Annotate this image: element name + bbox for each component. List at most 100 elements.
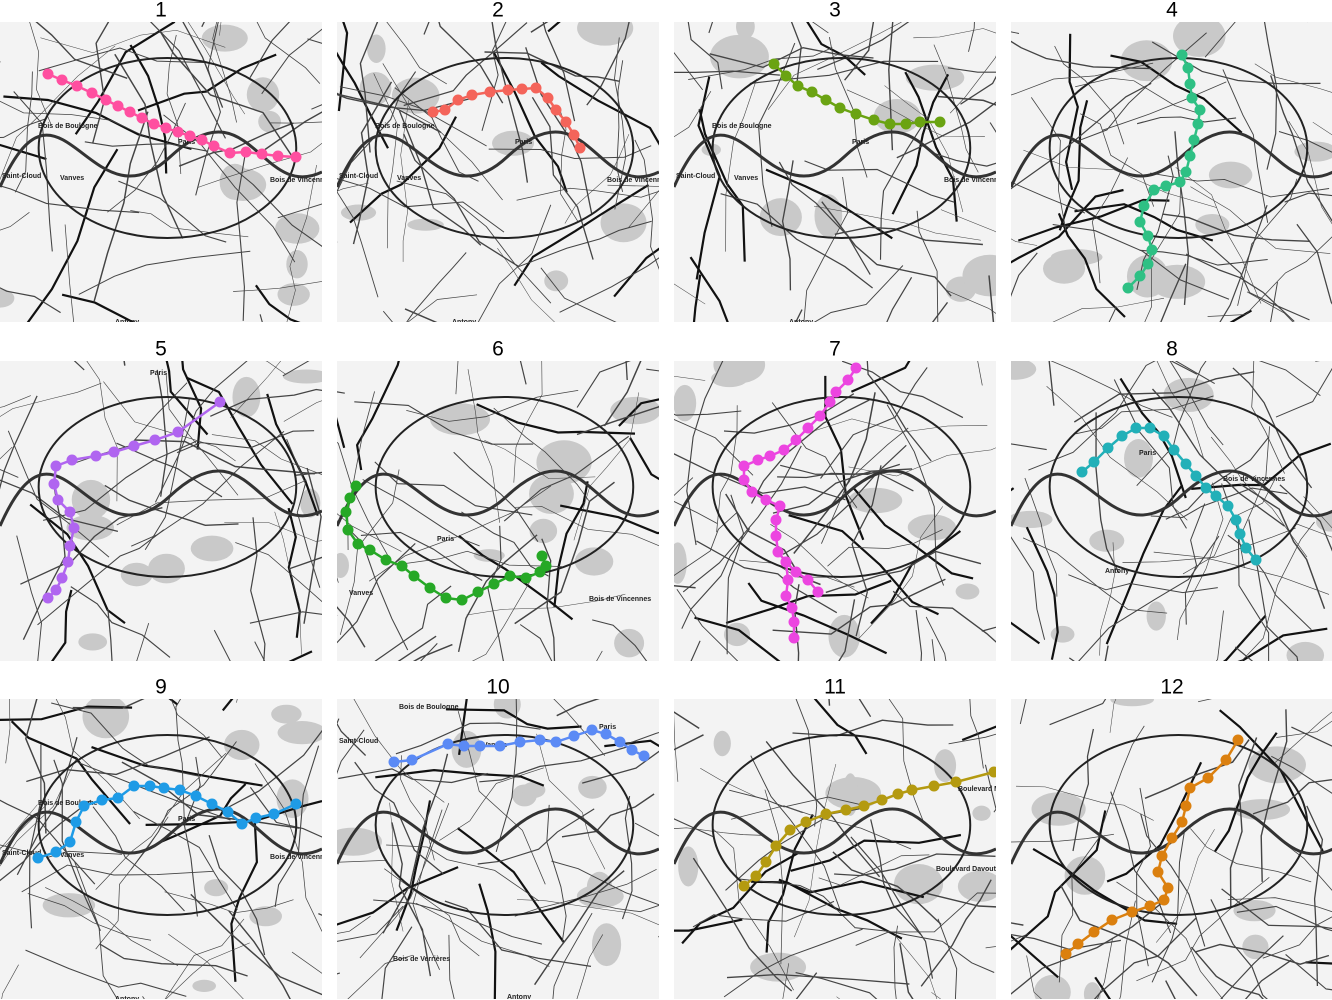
road bbox=[692, 274, 702, 322]
road bbox=[709, 47, 874, 69]
park bbox=[614, 628, 645, 658]
station bbox=[78, 800, 90, 812]
road bbox=[904, 71, 958, 222]
station bbox=[626, 744, 638, 756]
road bbox=[1078, 535, 1220, 661]
road bbox=[894, 934, 938, 999]
park bbox=[736, 22, 755, 39]
station bbox=[550, 104, 562, 116]
place-label: Boulevard Mortier bbox=[958, 786, 1018, 793]
road bbox=[287, 507, 301, 638]
map-panel: Paris Vanves Saint-Cloud Bois de Boulogne Bo… bbox=[0, 676, 322, 999]
road bbox=[674, 91, 712, 138]
road bbox=[1049, 699, 1107, 726]
road bbox=[1095, 412, 1120, 574]
station bbox=[530, 82, 542, 94]
road bbox=[513, 361, 543, 483]
road bbox=[834, 226, 983, 246]
station bbox=[128, 780, 140, 792]
road bbox=[1046, 386, 1188, 521]
road bbox=[51, 702, 199, 777]
road bbox=[1234, 646, 1254, 661]
road bbox=[579, 899, 659, 913]
station bbox=[62, 556, 74, 568]
station bbox=[1134, 216, 1146, 228]
panel-title: 6 bbox=[492, 338, 504, 361]
road bbox=[484, 439, 596, 479]
park bbox=[0, 288, 15, 308]
road bbox=[834, 853, 996, 877]
road bbox=[1222, 69, 1269, 223]
road bbox=[221, 699, 234, 712]
place-label: Bois de Boulogne bbox=[399, 704, 459, 711]
road bbox=[458, 699, 468, 756]
road bbox=[1, 964, 19, 999]
road bbox=[337, 191, 379, 298]
station bbox=[190, 790, 202, 802]
road bbox=[1296, 223, 1332, 305]
road bbox=[674, 585, 696, 589]
park bbox=[972, 805, 991, 821]
road bbox=[35, 22, 128, 79]
road bbox=[1011, 443, 1047, 451]
station bbox=[1106, 914, 1118, 926]
road bbox=[694, 616, 781, 661]
road bbox=[969, 699, 984, 769]
road bbox=[674, 410, 742, 416]
place-label: Paris bbox=[178, 139, 195, 146]
road bbox=[531, 96, 594, 260]
road bbox=[420, 643, 438, 661]
station bbox=[71, 80, 83, 92]
road bbox=[391, 822, 432, 977]
road bbox=[586, 22, 630, 106]
road bbox=[794, 764, 837, 938]
road bbox=[1136, 116, 1237, 125]
road bbox=[0, 287, 61, 314]
road bbox=[116, 442, 223, 498]
road bbox=[925, 892, 996, 908]
station bbox=[1158, 894, 1170, 906]
road bbox=[166, 34, 182, 175]
road bbox=[1011, 536, 1046, 640]
station bbox=[48, 478, 60, 490]
station bbox=[440, 592, 452, 604]
road bbox=[0, 395, 31, 408]
station bbox=[1240, 542, 1252, 554]
station bbox=[224, 147, 236, 159]
road bbox=[813, 699, 868, 755]
road bbox=[381, 926, 413, 999]
map-panel: Paris Vanves Saint-Cloud Bois de Boulogne Bo… bbox=[337, 0, 659, 322]
road bbox=[220, 729, 322, 812]
road bbox=[91, 746, 263, 787]
map-panel: Paris 5 bbox=[0, 338, 322, 661]
road bbox=[406, 390, 579, 422]
park bbox=[282, 369, 322, 384]
station bbox=[738, 880, 750, 892]
map-panel: 12 bbox=[1011, 676, 1332, 999]
road bbox=[1136, 361, 1207, 487]
park bbox=[249, 906, 283, 927]
park bbox=[232, 376, 261, 418]
road bbox=[1075, 77, 1197, 113]
station bbox=[1138, 200, 1150, 212]
park bbox=[905, 64, 965, 91]
road bbox=[395, 722, 541, 755]
map-panel: 7 bbox=[674, 338, 996, 661]
station bbox=[788, 632, 800, 644]
station bbox=[834, 102, 846, 114]
road bbox=[561, 793, 655, 838]
station bbox=[778, 444, 790, 456]
road bbox=[844, 22, 875, 81]
road bbox=[820, 367, 928, 479]
road bbox=[0, 100, 149, 139]
road bbox=[540, 267, 617, 322]
map-panel: Boulevard Mortier Boulevard Davout 11 bbox=[674, 676, 1018, 999]
road bbox=[45, 887, 179, 967]
station bbox=[268, 808, 280, 820]
road bbox=[1284, 192, 1332, 203]
park bbox=[678, 846, 699, 887]
road bbox=[818, 854, 930, 886]
road bbox=[720, 193, 873, 289]
station bbox=[1088, 456, 1100, 468]
